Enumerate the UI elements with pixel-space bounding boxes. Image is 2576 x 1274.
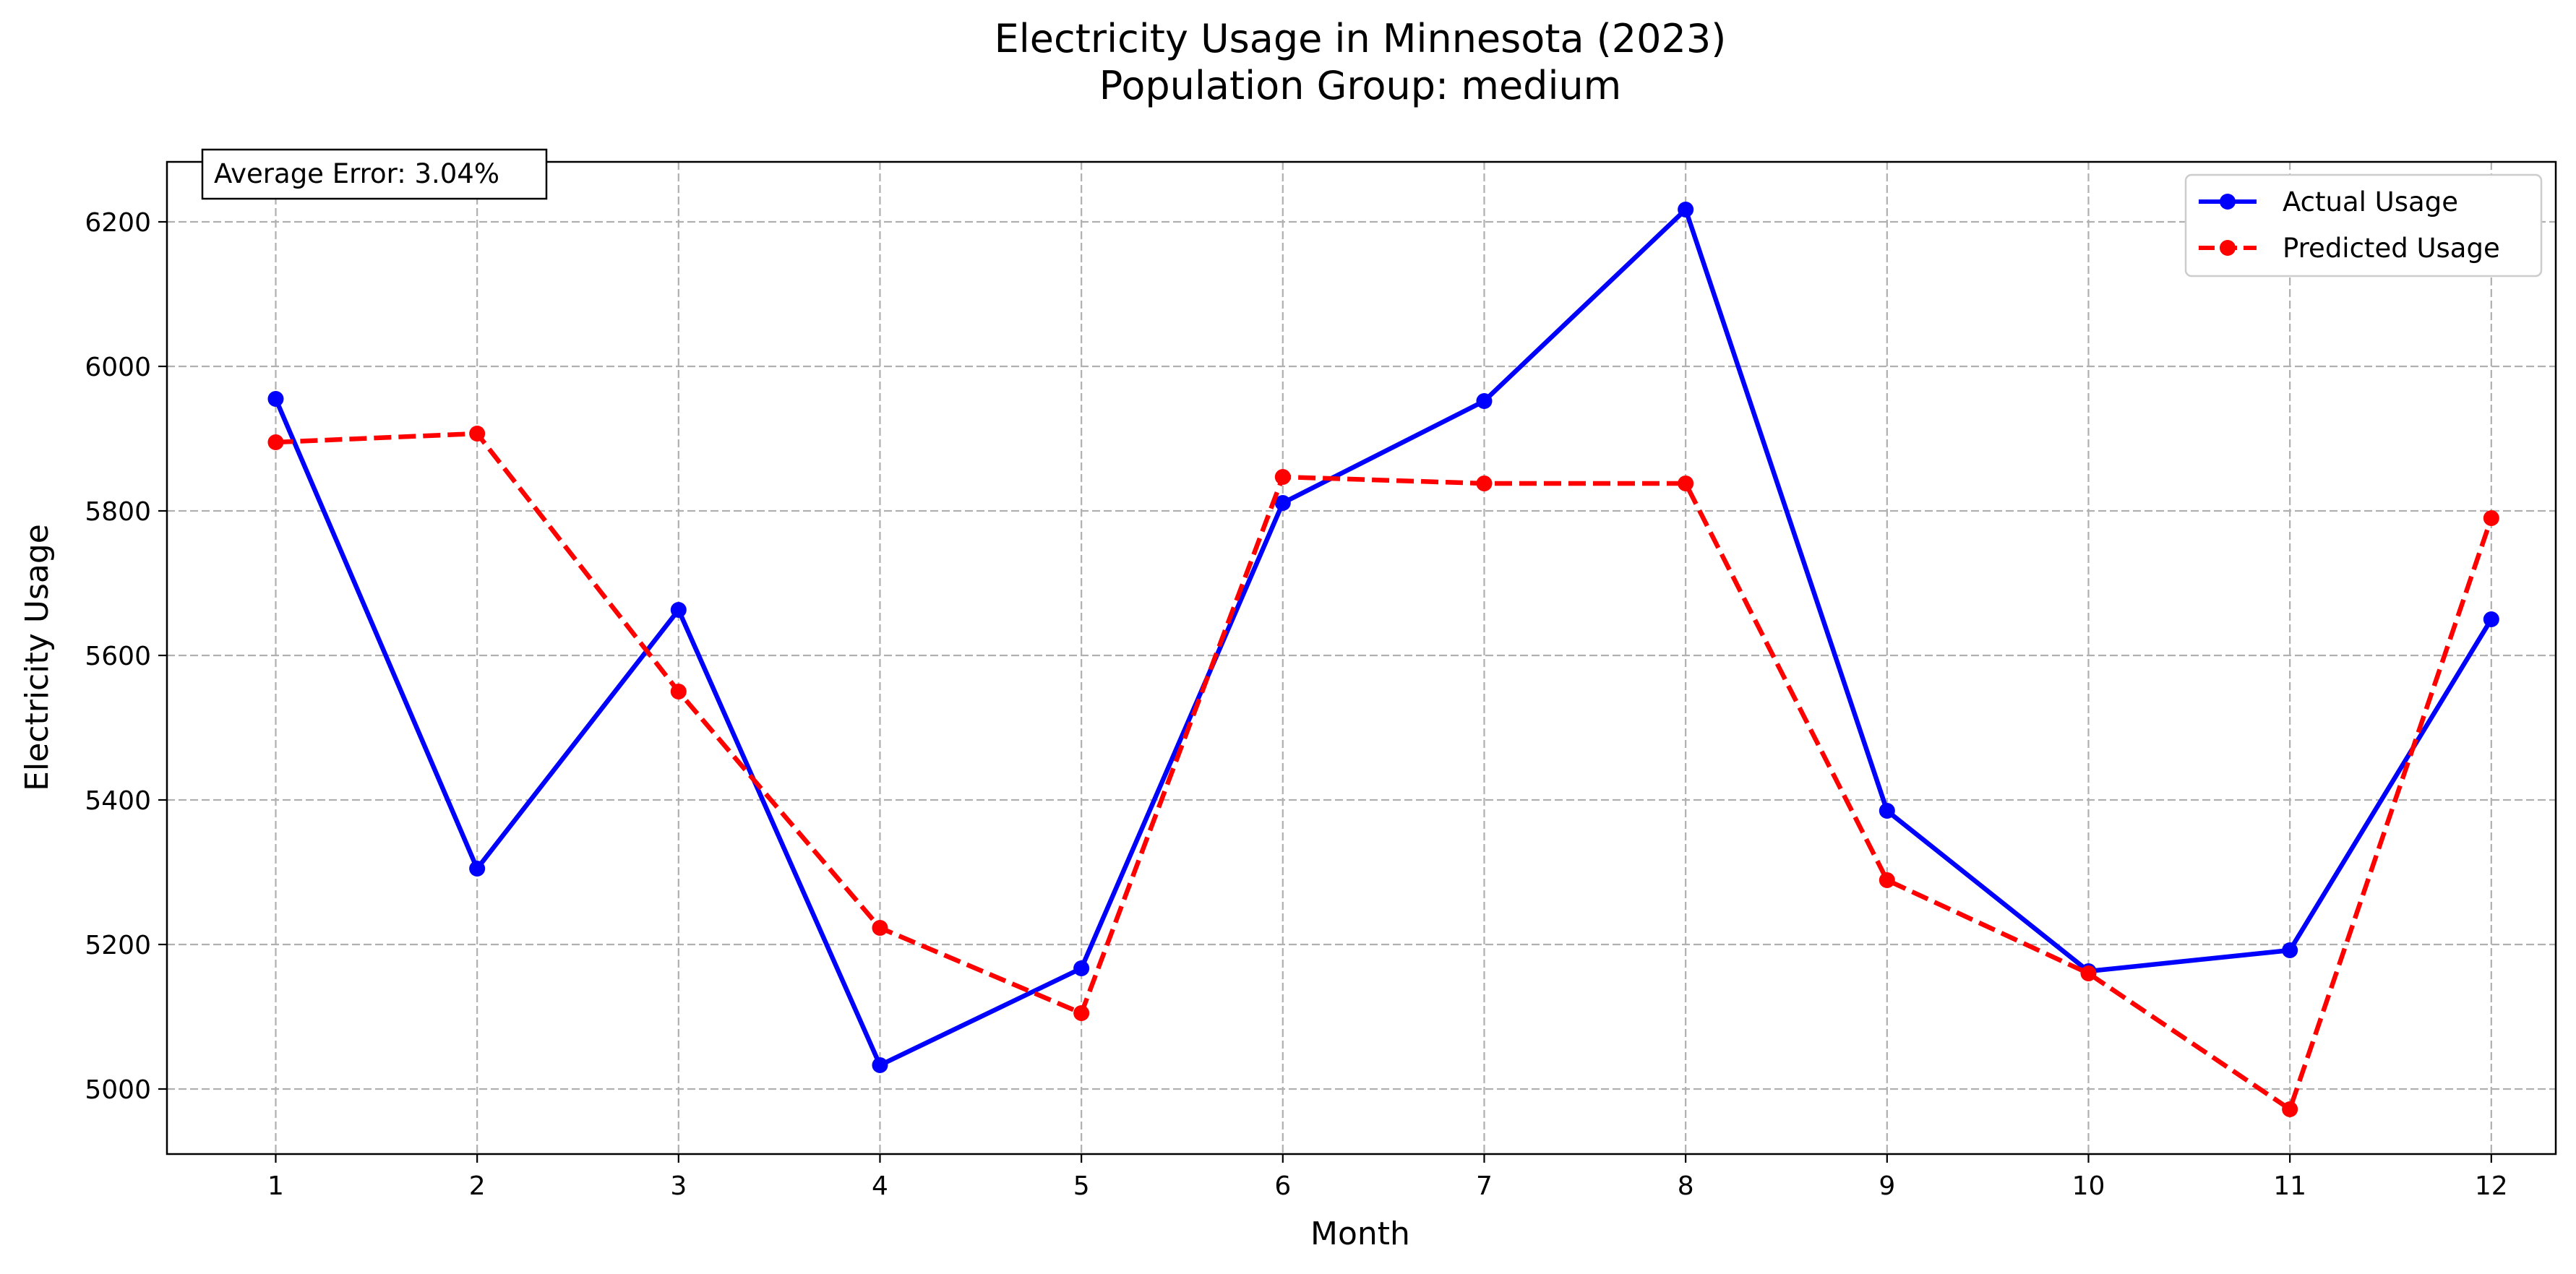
data-point-1 bbox=[2483, 510, 2499, 526]
data-point-1 bbox=[1879, 872, 1895, 888]
x-tick-label: 4 bbox=[872, 1171, 888, 1201]
data-point-1 bbox=[1476, 475, 1493, 491]
x-axis-label: Month bbox=[1310, 1215, 1410, 1252]
x-tick-label: 5 bbox=[1073, 1171, 1090, 1201]
series-line-1 bbox=[275, 431, 2494, 1114]
y-tick-label: 5600 bbox=[85, 642, 151, 671]
x-tick-label: 9 bbox=[1879, 1171, 1895, 1201]
legend-label-actual: Actual Usage bbox=[2283, 186, 2458, 218]
data-point-0 bbox=[2282, 942, 2298, 958]
data-point-0 bbox=[1879, 803, 1895, 819]
plot-frame bbox=[166, 160, 2557, 1155]
y-tick-label: 6200 bbox=[85, 208, 151, 238]
legend-marker-actual bbox=[2220, 194, 2236, 210]
x-tick-label: 8 bbox=[1678, 1171, 1694, 1201]
chart-subtitle: Population Group: medium bbox=[1099, 63, 1622, 108]
data-point-1 bbox=[1274, 469, 1291, 485]
y-axis-label: Electricity Usage bbox=[19, 524, 56, 791]
annotation-box bbox=[201, 148, 548, 200]
data-point-0 bbox=[1476, 393, 1493, 409]
legend: Actual Usage Predicted Usage bbox=[2184, 173, 2543, 277]
data-point-0 bbox=[267, 391, 284, 407]
legend-box bbox=[2184, 173, 2543, 277]
data-point-0 bbox=[469, 861, 486, 877]
y-tick-label: 5400 bbox=[85, 786, 151, 816]
data-point-1 bbox=[469, 426, 486, 442]
x-tick-label: 11 bbox=[2273, 1171, 2306, 1201]
data-point-0 bbox=[2483, 611, 2499, 627]
data-point-0 bbox=[1274, 495, 1291, 511]
annotation-text: Average Error: 3.04% bbox=[214, 158, 499, 189]
legend-marker-predicted bbox=[2220, 240, 2236, 256]
y-tick-label: 5800 bbox=[85, 497, 151, 527]
data-point-1 bbox=[872, 920, 888, 936]
legend-label-predicted: Predicted Usage bbox=[2283, 233, 2500, 264]
x-tick-label: 7 bbox=[1476, 1171, 1493, 1201]
x-tick-label: 6 bbox=[1274, 1171, 1291, 1201]
average-error-annotation: Average Error: 3.04% bbox=[201, 148, 548, 200]
data-point-0 bbox=[872, 1057, 888, 1073]
series-line-0 bbox=[273, 205, 2494, 1069]
data-point-0 bbox=[1073, 960, 1090, 976]
chart-title: Electricity Usage in Minnesota (2023) bbox=[995, 16, 1727, 61]
axis-ticks: 1 2 3 4 5 6 7 8 9 10 11 125000520054005600580060006… bbox=[85, 208, 2507, 1201]
data-point-1 bbox=[2080, 965, 2097, 981]
data-point-1 bbox=[267, 434, 284, 450]
y-tick-label: 5000 bbox=[85, 1075, 151, 1105]
x-tick-label: 2 bbox=[469, 1171, 486, 1201]
y-tick-label: 5200 bbox=[85, 931, 151, 960]
y-tick-label: 6000 bbox=[85, 353, 151, 382]
series-lines bbox=[267, 202, 2499, 1117]
data-point-1 bbox=[2282, 1101, 2298, 1117]
x-tick-label: 1 bbox=[267, 1171, 284, 1201]
data-point-0 bbox=[670, 602, 687, 618]
x-tick-label: 3 bbox=[670, 1171, 687, 1201]
x-tick-label: 12 bbox=[2475, 1171, 2508, 1201]
data-point-1 bbox=[1678, 475, 1694, 491]
x-tick-label: 10 bbox=[2072, 1171, 2105, 1201]
data-point-1 bbox=[670, 684, 687, 700]
grid bbox=[167, 162, 2556, 1154]
data-point-1 bbox=[1073, 1005, 1090, 1021]
data-point-0 bbox=[1678, 202, 1694, 218]
